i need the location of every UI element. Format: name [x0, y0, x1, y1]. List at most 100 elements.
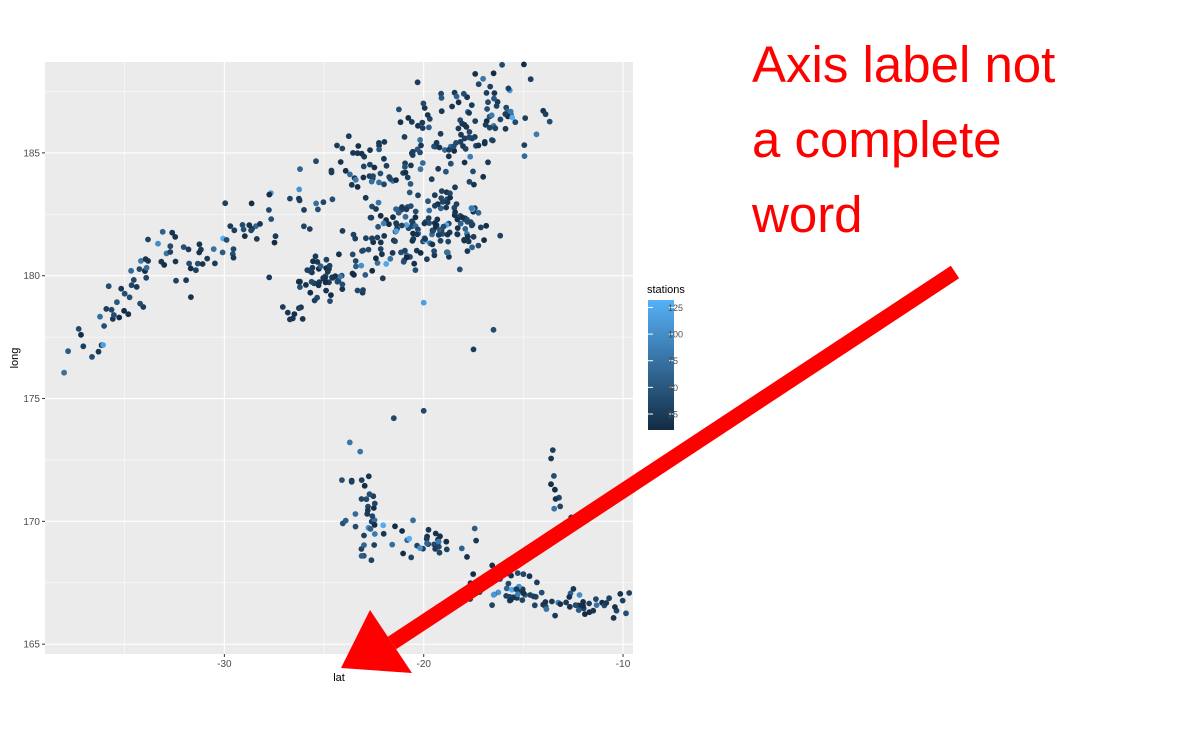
data-point: [193, 267, 199, 274]
data-point: [469, 244, 475, 251]
data-point: [576, 592, 583, 598]
data-point: [379, 251, 385, 258]
data-point: [196, 241, 203, 248]
data-point: [468, 102, 475, 108]
data-point: [534, 579, 540, 586]
data-point: [435, 538, 442, 545]
data-point: [493, 103, 500, 109]
data-point: [379, 275, 386, 282]
data-point: [161, 262, 168, 268]
data-point: [443, 204, 450, 211]
data-point: [557, 503, 564, 510]
data-point: [466, 178, 473, 185]
data-point: [365, 473, 372, 480]
data-point: [289, 315, 296, 322]
data-point: [116, 314, 123, 321]
data-point: [246, 222, 253, 229]
data-point: [425, 198, 431, 205]
data-point: [230, 254, 237, 261]
annotation-line-1: Axis label not: [752, 36, 1055, 93]
data-point: [455, 125, 462, 132]
data-point: [180, 244, 187, 251]
data-point: [443, 546, 450, 553]
data-point: [527, 76, 534, 83]
data-point: [367, 526, 374, 532]
data-point: [420, 100, 427, 107]
data-point: [465, 238, 472, 245]
data-point: [538, 589, 545, 596]
data-point: [310, 258, 316, 265]
data-point: [452, 209, 458, 216]
data-point: [497, 116, 504, 123]
data-point: [481, 237, 487, 244]
data-point: [196, 249, 203, 256]
data-point: [482, 121, 489, 128]
data-point: [329, 274, 336, 281]
data-point: [452, 184, 458, 191]
data-point: [563, 599, 569, 606]
data-point: [489, 562, 496, 569]
data-point: [323, 287, 329, 294]
data-point: [253, 236, 260, 242]
data-point: [303, 282, 309, 288]
data-point: [444, 249, 451, 256]
data-point: [433, 139, 440, 146]
data-point: [437, 237, 444, 244]
data-point: [183, 277, 190, 284]
legend-tick-label: 125: [668, 303, 683, 313]
data-point: [377, 170, 384, 177]
data-point: [431, 192, 438, 199]
data-point: [381, 233, 388, 239]
data-point: [422, 236, 428, 242]
data-point: [417, 137, 423, 143]
legend-ticks: 25 50 75 100 125: [648, 303, 683, 420]
data-point: [451, 148, 458, 154]
data-point: [358, 150, 365, 157]
data-point: [360, 287, 366, 293]
data-point: [548, 455, 554, 462]
data-point: [533, 131, 540, 138]
data-point: [575, 607, 582, 613]
data-point: [374, 260, 381, 266]
data-point: [415, 122, 421, 129]
data-point: [167, 243, 174, 250]
data-point: [295, 278, 302, 285]
data-point: [381, 155, 387, 162]
data-point: [443, 168, 449, 175]
data-point: [403, 254, 410, 261]
data-point: [386, 174, 393, 180]
data-point: [471, 181, 477, 188]
data-point: [402, 213, 409, 220]
data-point: [266, 191, 273, 198]
data-point: [376, 140, 382, 146]
data-point: [507, 597, 514, 603]
data-point: [470, 233, 477, 240]
data-point: [549, 447, 556, 453]
data-point: [327, 298, 333, 304]
data-point: [346, 439, 353, 446]
data-point: [593, 596, 599, 602]
data-point: [103, 306, 110, 312]
data-point: [419, 119, 426, 126]
data-point: [610, 615, 617, 621]
data-point: [459, 214, 466, 221]
data-point: [468, 222, 475, 229]
data-point: [322, 279, 329, 286]
data-point: [399, 528, 405, 534]
data-point: [95, 348, 102, 355]
data-point: [363, 496, 370, 503]
data-point: [409, 218, 415, 225]
data-point: [383, 261, 390, 267]
data-point: [454, 231, 461, 238]
data-point: [514, 591, 521, 598]
data-point: [543, 606, 550, 612]
data-point: [549, 598, 555, 605]
data-point: [512, 119, 519, 126]
data-point: [114, 299, 120, 306]
data-point: [403, 222, 410, 228]
x-tick-label: -20: [416, 659, 431, 670]
data-point: [367, 147, 373, 154]
data-point: [108, 306, 115, 313]
data-point: [306, 226, 313, 232]
data-point: [299, 316, 306, 322]
